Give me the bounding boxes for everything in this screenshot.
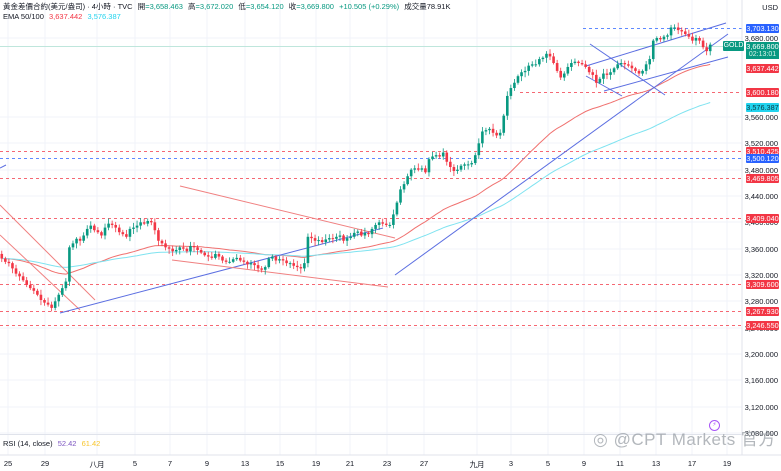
rsi-value-2: 61.42 <box>81 439 101 448</box>
price-tag: 3,510.425 <box>746 147 779 156</box>
date-tick-label: 19 <box>311 459 321 468</box>
trend-lines <box>0 22 729 314</box>
price-tick-label: 3,680.000 <box>744 34 778 43</box>
date-tick-label: 19 <box>722 459 732 468</box>
ema50-value: 3,637.442 <box>48 12 83 21</box>
price-tag: 3,500.120 <box>746 154 779 163</box>
watermark: ◎ @CPT Markets 官方 <box>593 430 776 449</box>
low-label: 低=3,654.120 <box>238 2 284 11</box>
lightning-icon[interactable]: ⚡ <box>709 420 720 431</box>
ema-label: EMA 50/100 <box>3 12 44 21</box>
price-tag: 3,703.130 <box>746 24 779 33</box>
price-tick-label: 3,440.000 <box>744 192 778 201</box>
date-tick-label: 九月 <box>469 460 485 469</box>
price-tick-label: 3,320.000 <box>744 271 778 280</box>
date-tick-label: 21 <box>345 459 355 468</box>
ema100-value: 3,576.387 <box>87 12 121 21</box>
currency-label: USD <box>762 3 778 12</box>
ema-lines <box>1 63 711 275</box>
price-tick-label: 3,280.000 <box>744 297 778 306</box>
price-tick-label: 3,480.000 <box>744 166 778 175</box>
horizontal-levels <box>0 28 742 326</box>
symbol-title[interactable]: 黃金差價合約(美元/盎司) · 4小時 · TVC <box>3 2 133 11</box>
price-tag: 3,669.800 <box>746 42 779 51</box>
price-tag: 3,600.180 <box>746 88 779 97</box>
price-tick-label: 3,160.000 <box>744 376 778 385</box>
high-label: 高=3,672.020 <box>188 2 234 11</box>
date-tick-label: 13 <box>240 459 250 468</box>
rsi-label: RSI (14, close) <box>3 439 53 448</box>
rsi-legend[interactable]: RSI (14, close) 52.42 61.42 <box>3 439 103 449</box>
change-value: +10.505 (+0.29%) <box>339 2 400 11</box>
date-tick-label: 3 <box>508 459 514 468</box>
price-tag: 3,309.600 <box>746 280 779 289</box>
symbol-tag: GOLD <box>723 41 744 51</box>
price-tag: 3,637.442 <box>746 64 779 73</box>
date-tick-label: 25 <box>3 459 13 468</box>
price-tick-label: 3,120.000 <box>744 403 778 412</box>
price-tick-label: 3,360.000 <box>744 245 778 254</box>
price-tick-label: 3,560.000 <box>744 113 778 122</box>
weibo-icon: ◎ <box>593 430 614 449</box>
price-tick-label: 3,200.000 <box>744 350 778 359</box>
bar-countdown: 02:13:01 <box>746 50 779 59</box>
date-tick-label: 29 <box>40 459 50 468</box>
date-tick-label: 八月 <box>89 460 105 469</box>
date-tick-label: 27 <box>419 459 429 468</box>
date-tick-label: 5 <box>132 459 138 468</box>
date-tick-label: 9 <box>204 459 210 468</box>
rsi-pane-divider[interactable] <box>0 434 742 435</box>
price-tag: 3,469.805 <box>746 174 779 183</box>
chart-grid <box>0 0 742 455</box>
price-tag: 3,267.930 <box>746 307 779 316</box>
date-tick-label: 9 <box>581 459 587 468</box>
ema-legend[interactable]: EMA 50/100 3,637.442 3,576.387 <box>3 12 124 22</box>
price-tick-label: 3,080.000 <box>744 429 778 438</box>
date-tick-label: 11 <box>616 459 624 468</box>
volume-value: 成交量78.91K <box>404 2 451 11</box>
open-label: 開=3,658.463 <box>137 2 183 11</box>
date-tick-label: 17 <box>687 459 697 468</box>
candlesticks <box>0 22 712 312</box>
rsi-value-1: 52.42 <box>57 439 77 448</box>
price-tag: 3,409.040 <box>746 214 779 223</box>
symbol-legend: 黃金差價合約(美元/盎司) · 4小時 · TVC 開=3,658.463 高=… <box>3 2 453 12</box>
date-tick-label: 15 <box>275 459 285 468</box>
price-tick-label: 3,520.000 <box>744 139 778 148</box>
date-tick-label: 13 <box>651 459 661 468</box>
date-tick-label: 5 <box>545 459 551 468</box>
price-tag: 3,246.550 <box>746 321 779 330</box>
price-tag: 3,576.387 <box>746 103 779 112</box>
date-tick-label: 23 <box>382 459 392 468</box>
close-label: 收=3,669.800 <box>288 2 334 11</box>
date-tick-label: 7 <box>167 459 173 468</box>
